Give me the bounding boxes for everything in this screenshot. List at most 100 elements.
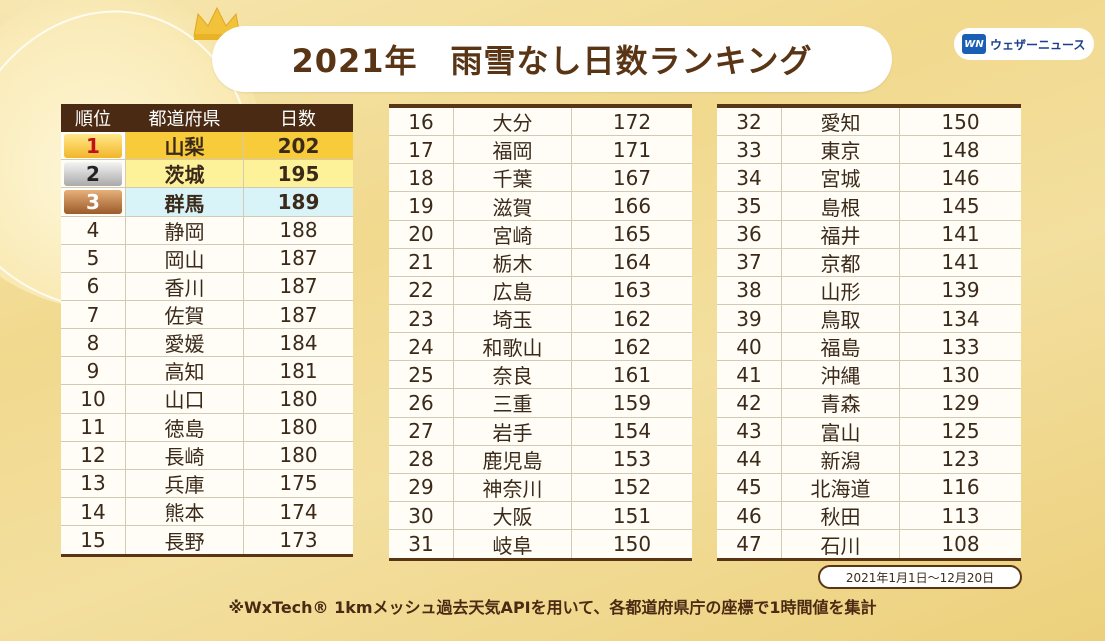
ranking-table-2: 16 大分 172 17 福岡 171 18 千葉 167 19 滋賀 166 20 宮崎 165 … [389, 104, 692, 562]
table-row: 22 広島 163 [389, 276, 692, 305]
table-row: 34 宮城 146 [717, 164, 1021, 193]
table-row: 36 福井 141 [717, 220, 1021, 249]
rank-cell: 34 [717, 164, 782, 192]
days-cell: 130 [941, 362, 980, 387]
days-cell: 171 [612, 137, 652, 162]
days-cell: 184 [279, 330, 318, 355]
rank-cell: 37 [717, 248, 782, 276]
days-cell: 151 [612, 503, 652, 528]
table-header: 順位 都道府県 日数 [61, 104, 353, 133]
weathernews-logo: WN ウェザーニュース [954, 28, 1094, 60]
days-cell: 180 [279, 415, 318, 440]
rank-cell: 45 [717, 473, 782, 501]
prefecture-cell: 香川 [126, 272, 244, 300]
prefecture-cell: 茨城 [126, 160, 244, 188]
rank-cell: 39 [717, 304, 782, 333]
table-row: 16 大分 172 [389, 108, 692, 137]
prefecture-cell: 静岡 [126, 216, 244, 244]
prefecture-cell: 山口 [126, 385, 244, 413]
rank-cell: 29 [389, 473, 454, 501]
rank-cell: 42 [717, 389, 782, 417]
table-row: 45 北海道 116 [717, 473, 1021, 502]
table-row: 24 和歌山 162 [389, 333, 692, 362]
rank-cell: 19 [389, 192, 454, 220]
table-row: 29 神奈川 152 [389, 473, 692, 502]
rank-cell: 13 [61, 469, 126, 497]
prefecture-cell: 岐阜 [454, 530, 572, 559]
table-row: 42 青森 129 [717, 389, 1021, 418]
table-row: 21 栃木 164 [389, 248, 692, 277]
table-row: 9 高知 181 [61, 357, 353, 386]
days-cell: 202 [244, 132, 353, 160]
rank-cell: 27 [389, 417, 454, 445]
table-row: 47 石川 108 [717, 530, 1021, 559]
header-prefecture: 都道府県 [126, 104, 244, 133]
prefecture-cell: 神奈川 [454, 473, 572, 501]
days-cell: 181 [279, 358, 318, 383]
rank-cell: 9 [61, 357, 126, 385]
days-cell: 180 [279, 443, 318, 468]
rank-cell: 3 [61, 188, 126, 216]
table-top-bar [389, 104, 692, 108]
days-cell: 146 [941, 165, 980, 190]
prefecture-cell: 鳥取 [782, 304, 900, 333]
prefecture-cell: 熊本 [126, 497, 244, 526]
rank-cell: 15 [61, 526, 126, 555]
days-cell: 174 [279, 499, 318, 524]
gold-medal-badge: 1 [64, 133, 122, 158]
prefecture-cell: 徳島 [126, 413, 244, 441]
days-cell: 161 [612, 362, 652, 387]
prefecture-cell: 北海道 [782, 473, 900, 501]
table-row: 7 佐賀 187 [61, 300, 353, 330]
table-row: 37 京都 141 [717, 248, 1021, 277]
days-cell: 116 [941, 475, 980, 500]
days-cell: 125 [941, 419, 980, 444]
rank-cell: 10 [61, 385, 126, 413]
days-cell: 162 [612, 306, 652, 331]
prefecture-cell: 千葉 [454, 164, 572, 192]
table-row: 46 秋田 113 [717, 501, 1021, 531]
rank-cell: 12 [61, 441, 126, 469]
prefecture-cell: 福井 [782, 220, 900, 248]
logo-mark: WN [962, 34, 986, 54]
rank-cell: 35 [717, 192, 782, 220]
prefecture-cell: 群馬 [126, 188, 244, 216]
rank-cell: 36 [717, 220, 782, 248]
prefecture-cell: 青森 [782, 389, 900, 417]
prefecture-cell: 新潟 [782, 445, 900, 473]
prefecture-cell: 和歌山 [454, 333, 572, 361]
prefecture-cell: 栃木 [454, 248, 572, 276]
table-row: 13 兵庫 175 [61, 469, 353, 498]
days-cell: 145 [941, 193, 980, 218]
table-row: 11 徳島 180 [61, 413, 353, 442]
prefecture-cell: 滋賀 [454, 192, 572, 220]
days-cell: 150 [941, 109, 980, 134]
prefecture-cell: 佐賀 [126, 300, 244, 329]
table-row: 26 三重 159 [389, 389, 692, 418]
days-cell: 123 [941, 447, 980, 472]
table-row: 44 新潟 123 [717, 445, 1021, 474]
table-row: 1 山梨 202 [61, 132, 353, 161]
table-row: 19 滋賀 166 [389, 192, 692, 221]
rank-cell: 17 [389, 136, 454, 164]
days-cell: 150 [612, 532, 652, 557]
table-row: 12 長崎 180 [61, 441, 353, 470]
silver-medal-badge: 2 [64, 161, 122, 186]
title-banner: 2021年 雨雪なし日数ランキング [212, 26, 892, 92]
header-days: 日数 [244, 104, 353, 133]
table-row: 18 千葉 167 [389, 164, 692, 193]
prefecture-cell: 島根 [782, 192, 900, 220]
table-row: 33 東京 148 [717, 136, 1021, 165]
header-rank: 順位 [61, 104, 126, 133]
table-row: 5 岡山 187 [61, 244, 353, 273]
days-cell: 187 [279, 246, 318, 271]
rank-cell: 41 [717, 361, 782, 389]
period-badge: 2021年1月1日〜12月20日 [818, 565, 1022, 589]
prefecture-cell: 鹿児島 [454, 445, 572, 473]
rank-cell: 26 [389, 389, 454, 417]
rank-cell: 30 [389, 501, 454, 530]
table-row: 28 鹿児島 153 [389, 445, 692, 474]
rank-cell: 47 [717, 530, 782, 559]
days-cell: 108 [941, 532, 980, 557]
